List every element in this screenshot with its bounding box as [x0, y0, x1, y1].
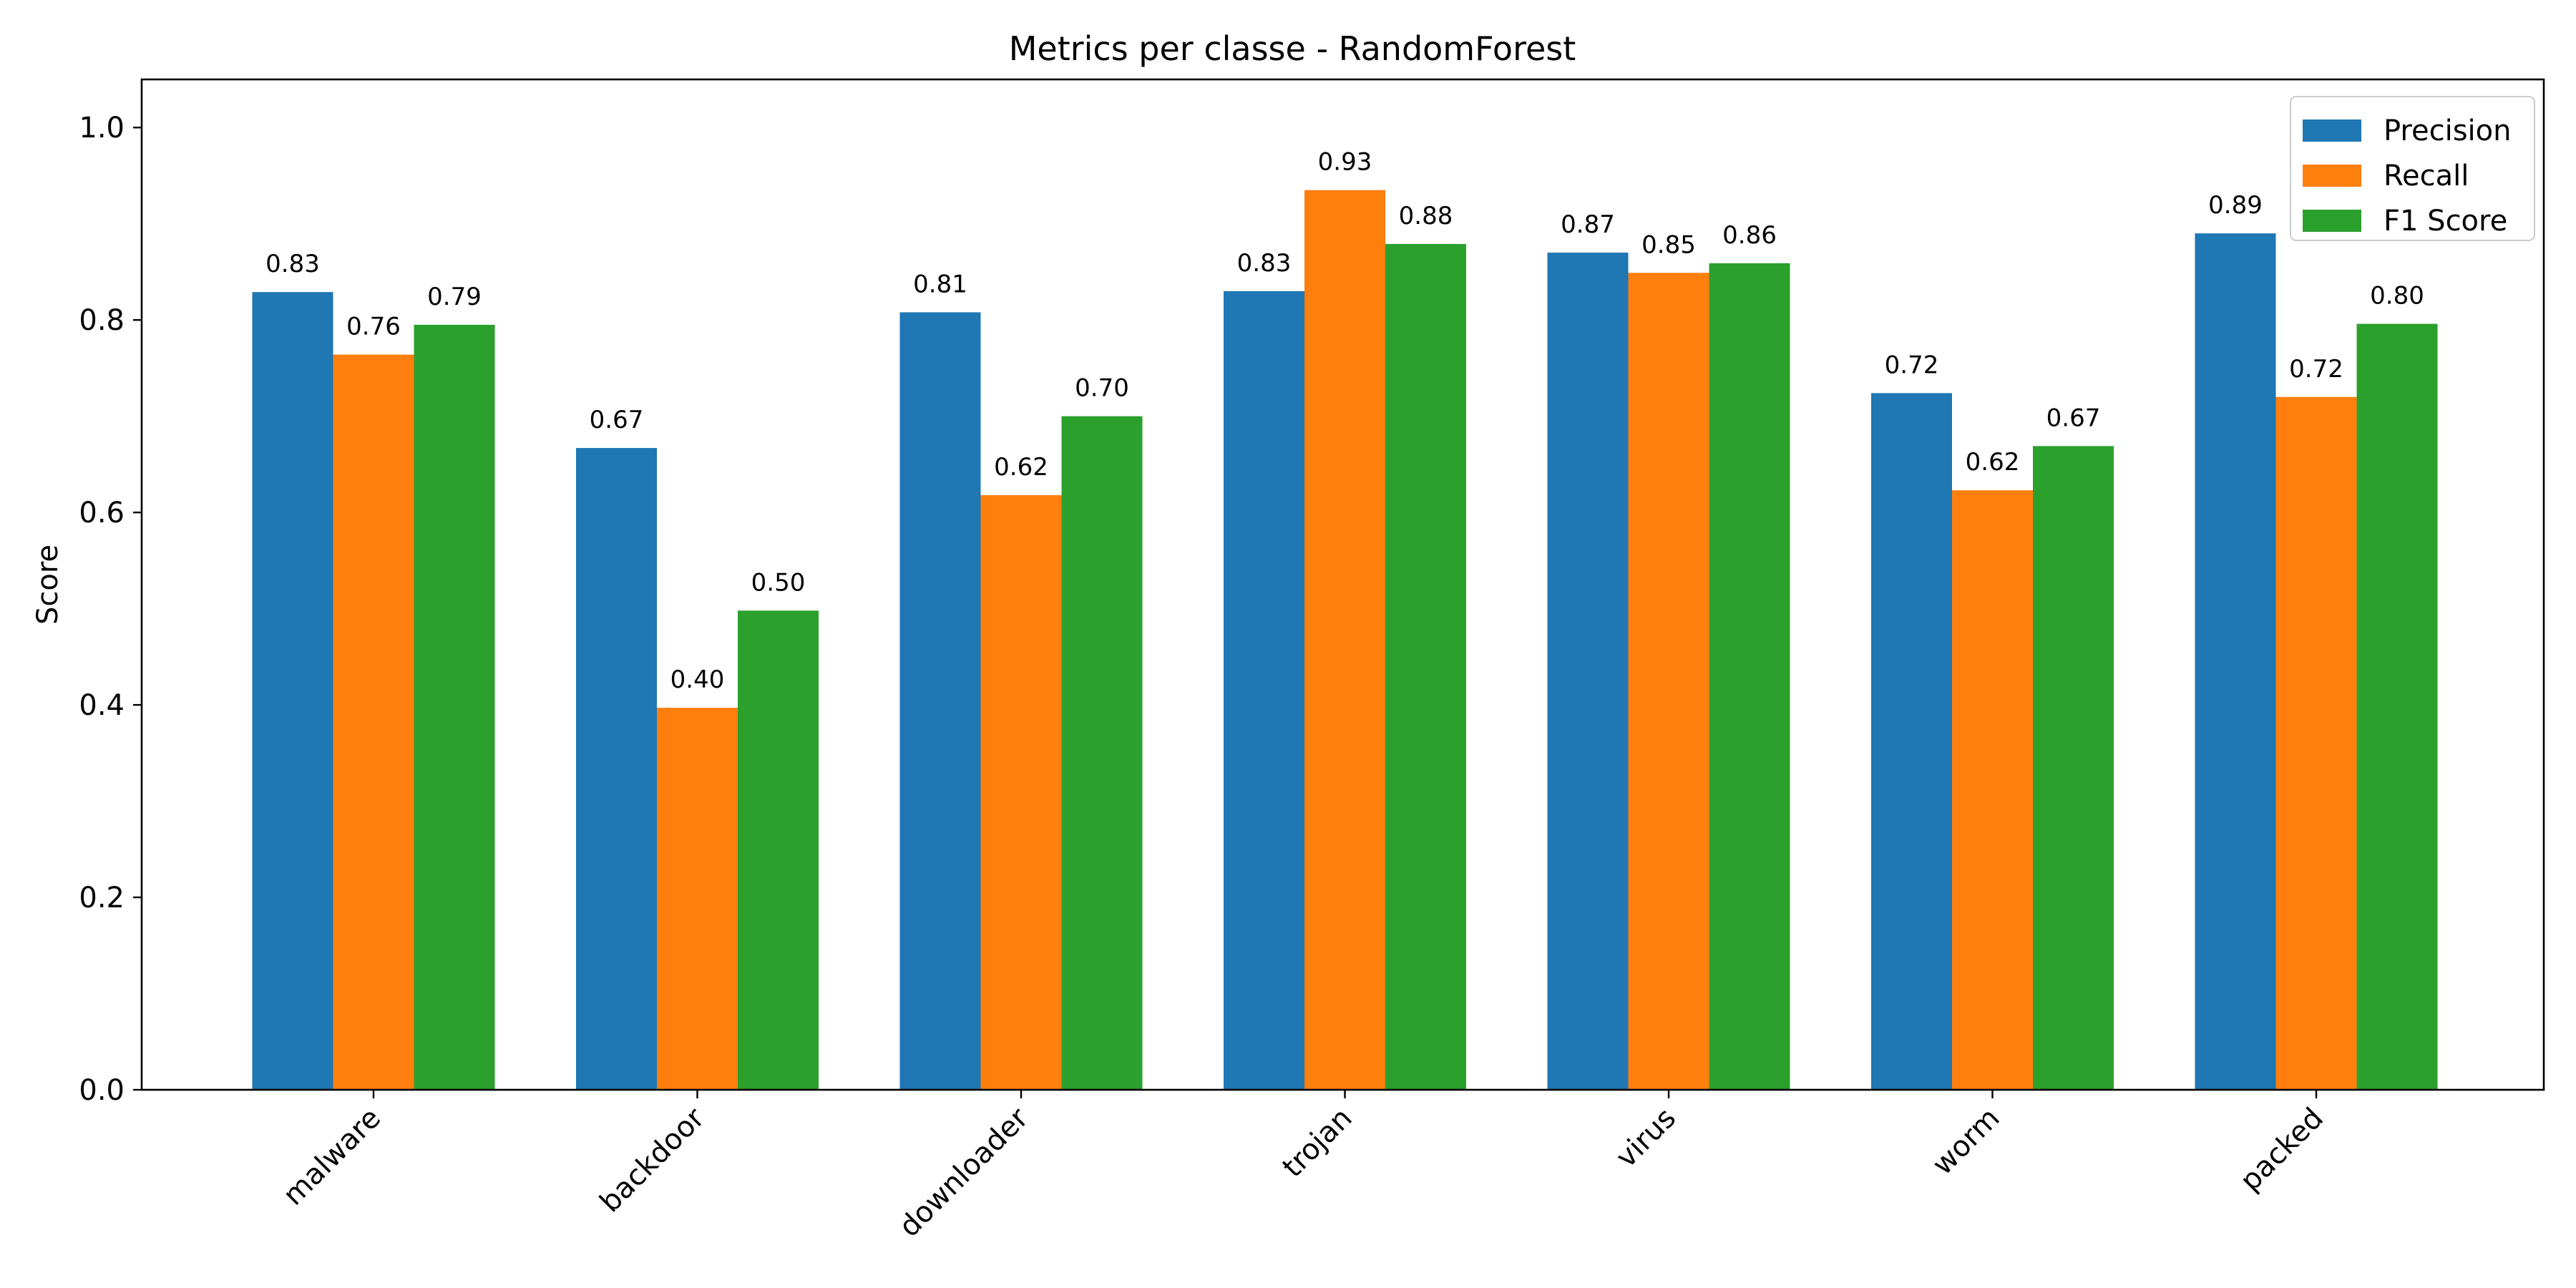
legend-label-f1-score: F1 Score: [2384, 205, 2507, 238]
value-label-precision-downloader: 0.81: [913, 270, 967, 298]
x-tick-label-worm: worm: [1926, 1102, 2006, 1182]
bar-recall-backdoor: [657, 708, 738, 1090]
bar-recall-packed: [2275, 396, 2357, 1090]
value-label-recall-virus: 0.85: [1641, 230, 1696, 259]
bar-f1-score-worm: [2033, 446, 2114, 1090]
x-tick-label-packed: packed: [2234, 1102, 2330, 1198]
y-axis: 0.0 0.2 0.4 0.6 0.8 1.0: [79, 112, 142, 1107]
bar-f1-score-malware: [414, 324, 495, 1090]
value-label-f1-score-backdoor: 0.50: [751, 568, 806, 597]
bars-layer: [252, 190, 2438, 1091]
value-labels-layer: 0.83 0.76 0.79 0.67 0.40 0.50 0.81 0.62 0.70 0.83…: [265, 148, 2424, 694]
y-tick-label: 0.4: [79, 689, 125, 722]
y-tick-label: 0.8: [79, 304, 125, 337]
value-label-precision-trojan: 0.83: [1237, 249, 1292, 278]
legend: Precision Recall F1 Score: [2290, 96, 2535, 241]
value-label-precision-backdoor: 0.67: [590, 406, 644, 434]
value-label-precision-packed: 0.89: [2208, 191, 2263, 220]
value-label-recall-malware: 0.76: [346, 313, 401, 341]
legend-swatch-recall: [2303, 165, 2361, 187]
x-axis: malware backdoor downloader trojan virus worm…: [277, 1090, 2330, 1244]
legend-swatch-precision: [2303, 119, 2361, 142]
x-tick-label-backdoor: backdoor: [594, 1101, 711, 1219]
bar-f1-score-packed: [2356, 323, 2438, 1090]
bar-recall-malware: [333, 354, 414, 1090]
value-label-f1-score-packed: 0.80: [2370, 282, 2424, 311]
y-tick-label: 0.2: [79, 882, 125, 914]
value-label-f1-score-downloader: 0.70: [1075, 374, 1129, 403]
bar-precision-trojan: [1224, 291, 1304, 1090]
value-label-f1-score-trojan: 0.88: [1399, 202, 1453, 230]
x-tick-label-downloader: downloader: [893, 1101, 1035, 1244]
x-tick-label-virus: virus: [1610, 1102, 1682, 1174]
value-label-f1-score-virus: 0.86: [1722, 221, 1777, 250]
value-label-precision-worm: 0.72: [1885, 351, 1939, 379]
legend-label-recall: Recall: [2384, 160, 2469, 192]
bar-f1-score-trojan: [1385, 243, 1466, 1090]
y-tick-label: 0.0: [79, 1074, 125, 1107]
y-axis-label: Score: [31, 545, 64, 625]
value-label-recall-packed: 0.72: [2289, 355, 2343, 384]
bar-f1-score-virus: [1709, 263, 1790, 1091]
x-tick-label-trojan: trojan: [1277, 1102, 1359, 1184]
value-label-precision-malware: 0.83: [265, 250, 320, 278]
bar-recall-downloader: [980, 494, 1062, 1090]
bar-precision-downloader: [899, 312, 981, 1090]
bar-f1-score-backdoor: [738, 610, 819, 1090]
bar-precision-worm: [1871, 393, 1952, 1090]
bar-precision-virus: [1547, 253, 1629, 1090]
bar-recall-virus: [1628, 273, 1709, 1091]
chart-title: Metrics per classe - RandomForest: [1009, 29, 1576, 68]
bar-precision-backdoor: [576, 448, 657, 1090]
value-label-recall-downloader: 0.62: [994, 453, 1048, 482]
y-tick-label: 0.6: [79, 497, 125, 530]
x-tick-label-malware: malware: [277, 1102, 387, 1212]
value-label-recall-trojan: 0.93: [1318, 148, 1372, 177]
bar-precision-malware: [252, 292, 333, 1090]
value-label-recall-worm: 0.62: [1966, 448, 2020, 477]
legend-swatch-f1-score: [2303, 210, 2361, 232]
value-label-f1-score-malware: 0.79: [427, 283, 482, 311]
bar-recall-worm: [1952, 490, 2033, 1090]
bar-precision-packed: [2195, 233, 2276, 1091]
value-label-precision-virus: 0.87: [1561, 210, 1615, 239]
value-label-recall-backdoor: 0.40: [670, 665, 725, 694]
plot-frame: [140, 78, 2545, 1091]
value-label-f1-score-worm: 0.67: [2046, 404, 2101, 432]
bar-recall-trojan: [1304, 190, 1385, 1091]
bar-f1-score-downloader: [1061, 416, 1143, 1090]
y-tick-label: 1.0: [79, 112, 125, 145]
legend-label-precision: Precision: [2384, 114, 2511, 147]
